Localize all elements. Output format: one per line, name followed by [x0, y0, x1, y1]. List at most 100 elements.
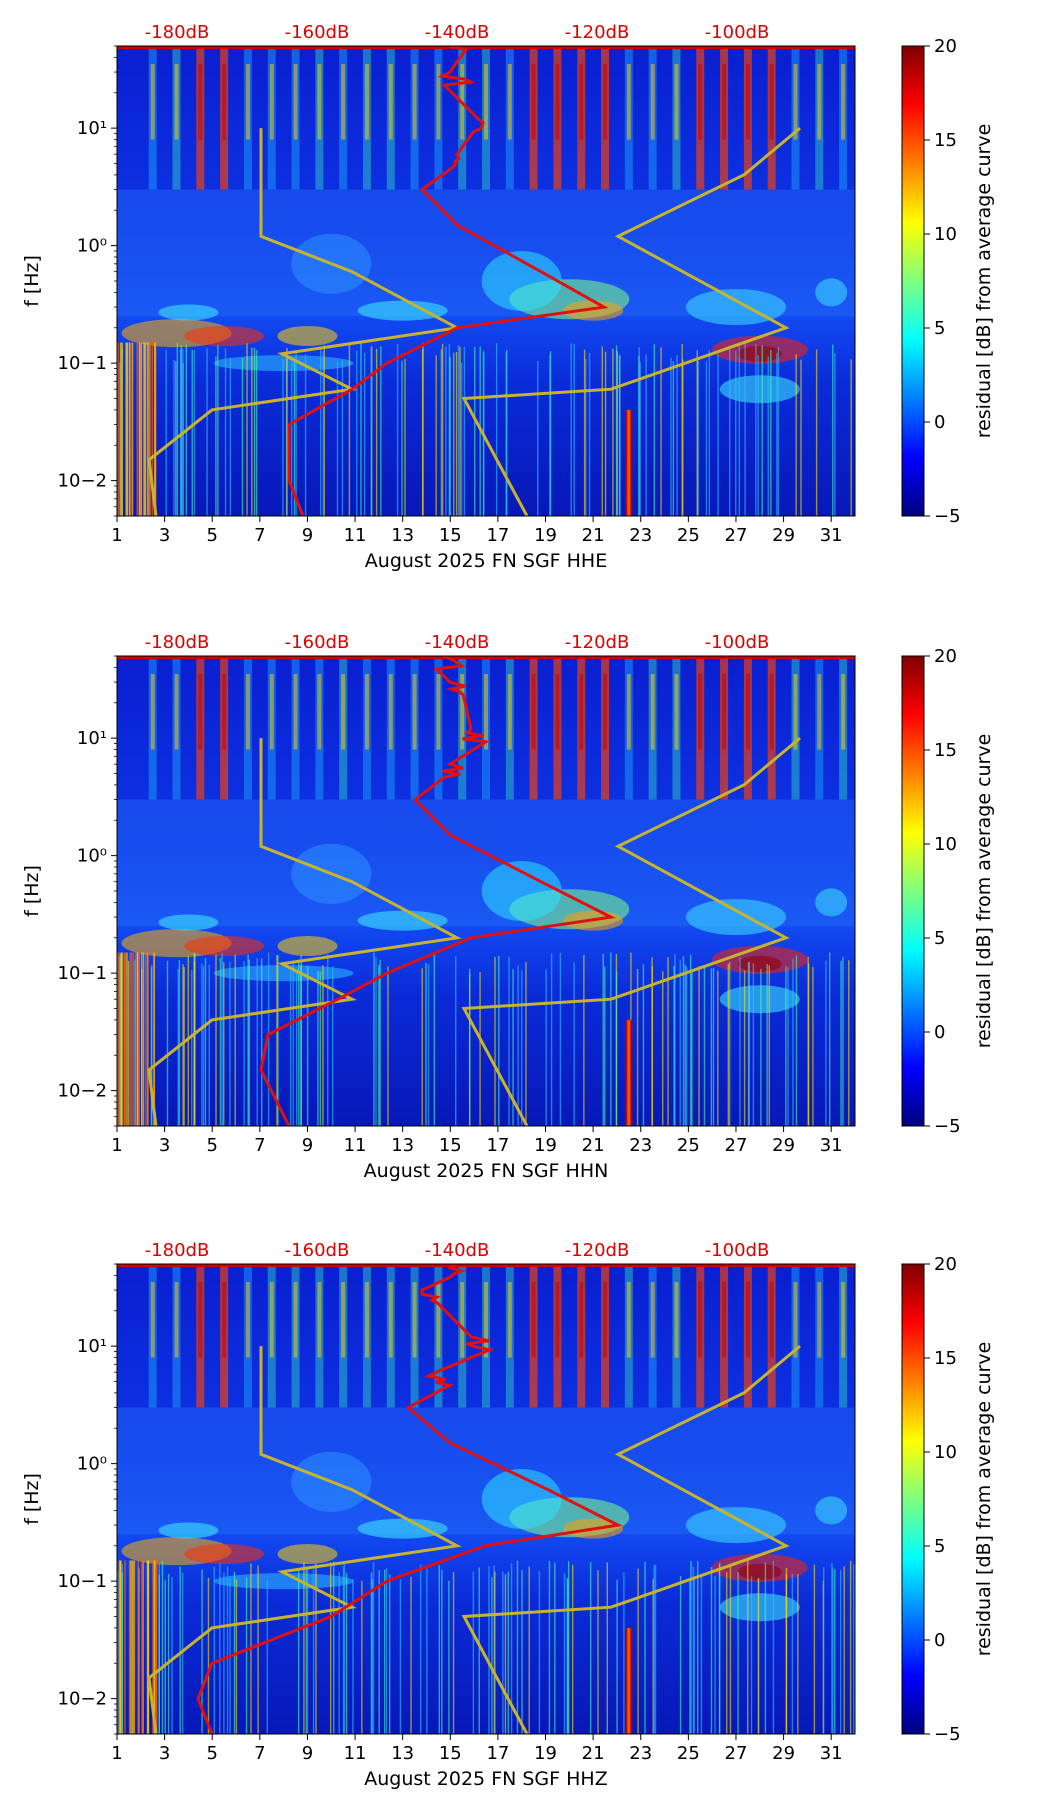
heatmap-stripe-core	[150, 1282, 155, 1358]
x-tick-label: 19	[534, 1743, 557, 1764]
db-scale-label: -120dB	[565, 22, 630, 43]
heatmap-stripe-core	[364, 1282, 369, 1358]
heatmap-stripe-core	[626, 674, 631, 750]
db-scale-label: -160dB	[285, 632, 350, 653]
x-tick-label: 1	[111, 525, 122, 546]
heatmap-stripe-core	[793, 64, 798, 140]
colorbar-tick-label: 0	[934, 1022, 945, 1043]
colorbar-label: residual [dB] from average curve	[973, 124, 995, 439]
heatmap-blob	[685, 1507, 786, 1544]
x-tick-label: 15	[439, 525, 462, 546]
heatmap-blob	[158, 304, 219, 321]
heatmap-stripe-core	[341, 1282, 346, 1358]
x-tick-label: 15	[439, 1743, 462, 1764]
y-tick-label: 10−1	[58, 353, 107, 374]
heatmap-event-core	[627, 1627, 631, 1734]
heatmap-stripe-core	[412, 64, 417, 140]
db-scale-label: -160dB	[285, 1240, 350, 1261]
x-tick-label: 21	[582, 1135, 605, 1156]
nlnm-curve	[147, 738, 462, 1126]
heatmap-stripe-core	[555, 674, 560, 750]
heatmap-blob	[563, 300, 624, 321]
x-tick-label: 13	[391, 1135, 414, 1156]
colorbar-tick-label: −5	[934, 506, 961, 527]
heatmap-stripe-core	[579, 674, 584, 750]
heatmap-blob	[815, 1496, 848, 1525]
y-axis: 10−2 10−1 10⁰ 10¹	[58, 655, 117, 1127]
heatmap-blob	[481, 861, 562, 921]
x-tick-label: 17	[486, 1743, 509, 1764]
heatmap-stripe-core	[198, 1282, 203, 1358]
heatmap-stripe-core	[555, 64, 560, 140]
heatmap-event-core	[627, 1019, 631, 1126]
colorbar-tick-label: 10	[934, 224, 957, 245]
x-tick-label: 29	[772, 525, 795, 546]
x-tick-label: 5	[206, 1135, 217, 1156]
colorbar-tick-label: 5	[934, 318, 945, 339]
heatmap-stripe-core	[769, 1282, 774, 1358]
average-psd-curve	[287, 46, 609, 516]
heatmap-top-edge	[117, 46, 855, 49]
db-scale-label: -140dB	[425, 22, 490, 43]
heatmap-stripe-core	[317, 64, 322, 140]
heatmap-stripe-core	[698, 674, 703, 750]
x-tick-label: 3	[159, 1135, 170, 1156]
heatmap-blob	[481, 251, 562, 311]
x-axis: 1 3 5 7 9 11 13 15 17 19 21 23 25 27 29 31	[111, 1126, 843, 1156]
db-scale: -180dB -160dB -140dB -120dB -100dB	[145, 22, 770, 43]
x-tick-label: 27	[725, 1135, 748, 1156]
heatmap-stripe-core	[722, 64, 727, 140]
y-axis-label: f [Hz]	[21, 255, 43, 307]
heatmap-stripe-core	[674, 64, 679, 140]
heatmap-stripe-core	[484, 64, 488, 140]
db-scale-label: -180dB	[145, 1240, 210, 1261]
heatmap-stripe-core	[650, 64, 655, 140]
x-tick-label: 7	[254, 1135, 265, 1156]
y-tick-label: 10−2	[58, 1689, 107, 1710]
x-tick-label: 21	[582, 1743, 605, 1764]
x-tick-label: 9	[302, 525, 313, 546]
nlnm-curve	[147, 1346, 462, 1734]
x-tick-label: 5	[206, 525, 217, 546]
heatmap-stripe-core	[531, 674, 536, 750]
heatmap-blob	[184, 326, 265, 347]
y-tick-label: 10−2	[58, 471, 107, 492]
db-scale-label: -140dB	[425, 1240, 490, 1261]
nhnm-curve	[461, 1344, 801, 1734]
colorbar-gradient	[901, 655, 925, 1127]
heatmap-stripe-core	[317, 674, 322, 750]
nlnm-curve	[147, 128, 462, 516]
colorbar-tick-label: 5	[934, 1536, 945, 1557]
db-scale: -180dB -160dB -140dB -120dB -100dB	[145, 1240, 770, 1261]
heatmap-stripe-core	[841, 1282, 846, 1358]
colorbar-tick-label: 15	[934, 740, 957, 761]
heatmap-stripe-core	[674, 1282, 679, 1358]
heatmap-stripe-core	[841, 674, 846, 750]
colorbar: 20 15 10 5 0 −5 residual [dB] from average cur…	[901, 1254, 995, 1745]
heatmap-blob	[719, 1593, 800, 1622]
heatmap-stripe-core	[722, 674, 727, 750]
average-psd-curve	[259, 656, 616, 1126]
heatmap-stripe-core	[174, 674, 179, 750]
heatmap-stripe-core	[603, 1282, 608, 1358]
heatmap-blob	[815, 888, 848, 917]
spectrogram-heatmap	[117, 46, 855, 516]
nhnm-curve	[461, 126, 801, 516]
heatmap-stripe-core	[603, 64, 608, 140]
heatmap-stripe-core	[293, 1282, 298, 1358]
db-scale-label: -140dB	[425, 632, 490, 653]
heatmap-stripe-core	[245, 1282, 250, 1358]
y-tick-label: 10−1	[58, 1571, 107, 1592]
colorbar-tick-label: 20	[934, 646, 957, 667]
x-tick-label: 9	[302, 1135, 313, 1156]
heatmap-stripe-core	[364, 674, 369, 750]
heatmap-stripe-core	[198, 674, 203, 750]
heatmap-blob	[481, 1469, 562, 1529]
heatmap-stripe-core	[507, 64, 512, 140]
heatmap-stripe-core	[245, 674, 250, 750]
heatmap-stripe-core	[198, 64, 203, 140]
